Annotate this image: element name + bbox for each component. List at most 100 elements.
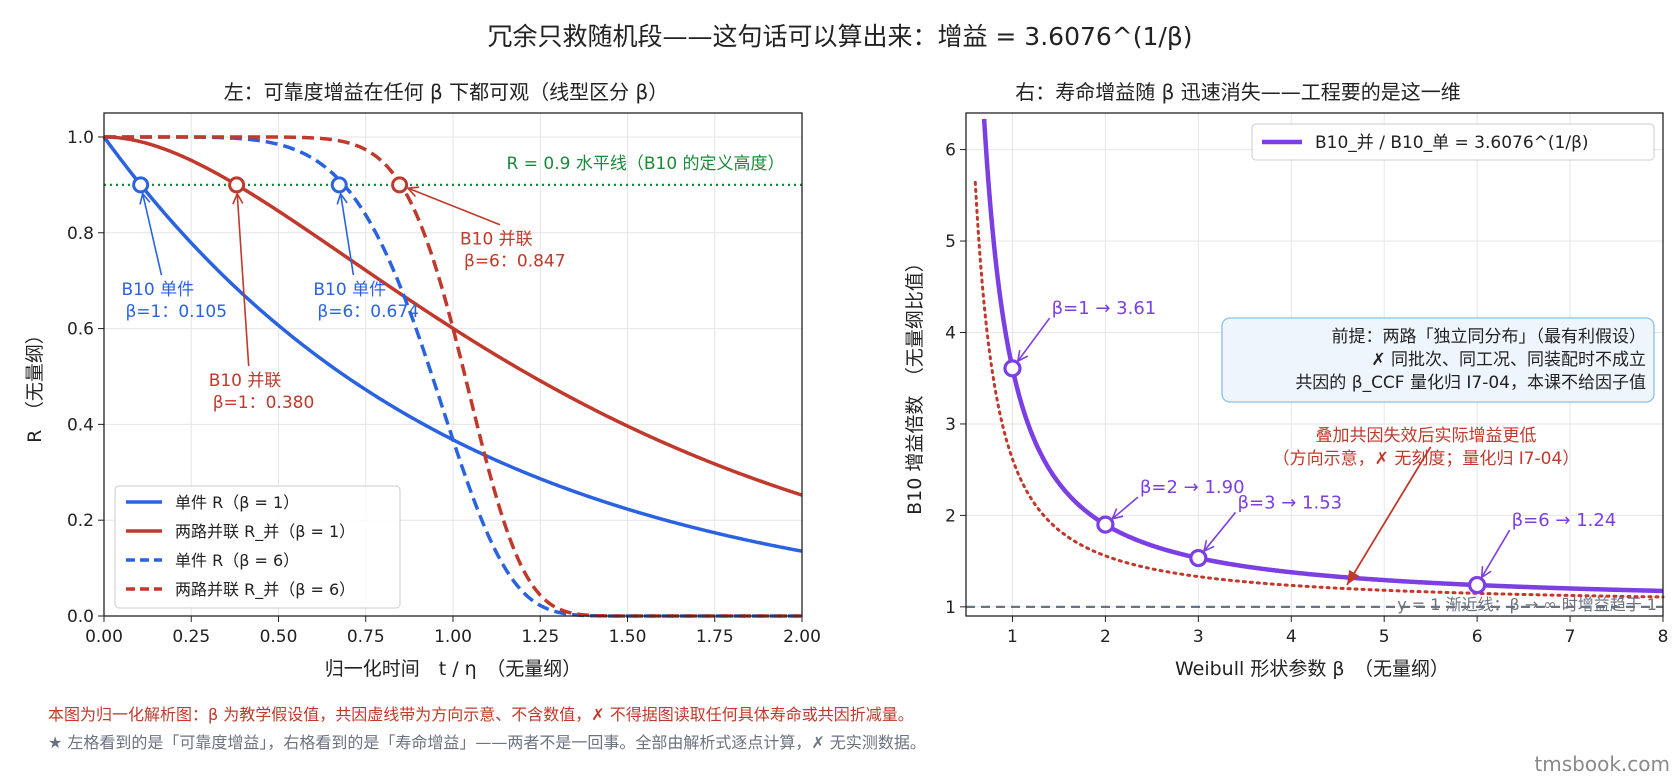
right-legend-frame: [1251, 123, 1655, 161]
left-legend-frame: [114, 485, 401, 609]
b10-marker-arrowhead: [232, 192, 244, 205]
b10-marker-arrow: [141, 193, 163, 276]
legend-label-gain: B10_并 / B10_单 = 3.6076^(1/β): [1315, 133, 1589, 153]
gain-point-beta2: [1096, 515, 1115, 534]
ccf-annotation-arrow: [1346, 446, 1432, 586]
legend-label-parallel-beta6: 两路并联 R_并（β = 6）: [175, 580, 355, 600]
right-y-tick-label: 4: [945, 323, 956, 343]
b10-marker-value: β=6：0.674: [317, 302, 419, 322]
right-y-tick-label: 2: [945, 506, 956, 526]
b10-marker-arrowhead: [406, 186, 420, 198]
legend-label-single-beta1: 单件 R（β = 1）: [175, 493, 299, 512]
gain-point-beta1: [1003, 359, 1022, 378]
right-y-tick-label: 6: [945, 141, 956, 161]
left-y-tick-label: 0.0: [67, 607, 94, 627]
premise-line-3: 共因的 β_CCF 量化归 I7-04，本课不给因子值: [1295, 373, 1646, 393]
left-x-tick-label: 0.25: [172, 627, 210, 647]
right-y-tick-label: 5: [945, 232, 956, 252]
right-x-axis-label: Weibull 形状参数 β （无量纲）: [1175, 658, 1449, 680]
right-y-tick-label: 1: [945, 598, 956, 618]
right-x-ticks: 1 2 3 4 5 6 7 8: [1007, 616, 1668, 647]
gain-point-label: β=1 → 3.61: [1052, 298, 1157, 319]
premise-line-1: 前提：两路「独立同分布」（最有利假设）: [1332, 327, 1647, 347]
left-x-axis-label: 归一化时间 t / η （无量纲）: [325, 658, 581, 680]
left-x-ticks: 0.00 0.25 0.50 0.75 1.00 1.25 1.50 1.75 2.00: [85, 616, 821, 647]
right-annotations: β=1 → 3.61 β=2 → 1.90β=3 → 1.53 β=6 → 1.24: [1003, 298, 1617, 595]
right-x-tick-label: 1: [1007, 627, 1018, 647]
right-x-tick-label: 8: [1658, 627, 1669, 647]
left-panel: 左：可靠度增益在任何 β 下都可观（线型区分 β） R = 0.9 水平线（B1…: [24, 80, 821, 680]
gain-point-label: β=6 → 1.24: [1512, 510, 1617, 531]
asymptote-label: y = 1 渐近线：β → ∞ 时增益趋于 1: [1397, 595, 1657, 614]
b10-marker-label: B10 并联: [460, 230, 533, 250]
b10-marker-label: B10 单件: [121, 280, 194, 300]
footnote-1: 本图为归一化解析图：β 为教学假设值，共因虚线带为方向示意、不含数值，✗ 不得据…: [48, 705, 914, 724]
gain-point-arrow: [1111, 496, 1139, 520]
b10-marker-arrowhead: [336, 191, 348, 205]
left-x-tick-label: 0.00: [85, 627, 123, 647]
b10-marker-label: B10 并联: [209, 371, 282, 391]
b10-marker-point: [330, 176, 348, 194]
premise-box: 前提：两路「独立同分布」（最有利假设） ✗ 同批次、同工况、同装配时不成立 共因…: [1221, 317, 1655, 403]
ccf-annotation-line-2: （方向示意，✗ 无刻度；量化归 I7-04）: [1273, 449, 1580, 469]
left-x-tick-label: 0.75: [347, 627, 385, 647]
left-y-axis-label: R （无量纲）: [24, 325, 46, 443]
b10-marker-value: β=1：0.105: [125, 302, 227, 322]
legend-label-single-beta6: 单件 R（β = 6）: [175, 551, 299, 570]
b10-marker-arrow: [339, 193, 355, 276]
left-y-tick-label: 0.4: [67, 415, 94, 435]
left-legend: 单件 R（β = 1） 两路并联 R_并（β = 1） 单件 R（β = 6） …: [114, 485, 401, 609]
right-x-tick-label: 4: [1286, 627, 1297, 647]
gain-point-arrow: [1203, 511, 1237, 552]
left-y-ticks: 0.0 0.2 0.4 0.6 0.8 1.0: [67, 128, 104, 627]
left-y-tick-label: 0.8: [67, 224, 94, 244]
gain-point-label: β=3 → 1.53: [1238, 492, 1343, 513]
right-y-tick-label: 3: [945, 415, 956, 435]
left-x-tick-label: 2.00: [783, 627, 821, 647]
gain-point-beta6: [1468, 575, 1487, 595]
b10-marker-arrow: [236, 193, 250, 367]
right-x-tick-label: 2: [1100, 627, 1111, 647]
b10-marker-point: [228, 176, 246, 194]
figure-title: 冗余只救随机段——这句话可以算出来：增益 = 3.6076^(1/β): [487, 22, 1192, 51]
left-y-tick-label: 1.0: [67, 128, 94, 148]
left-x-tick-label: 1.00: [434, 627, 472, 647]
b10-marker-arrow: [407, 187, 501, 226]
right-panel: 右：寿命增益随 β 迅速消失——工程要的是这一维 y = 1 渐近线：β → ∞…: [904, 80, 1668, 680]
gain-point-arrow: [1017, 317, 1051, 362]
left-x-tick-label: 0.50: [260, 627, 298, 647]
right-axes-frame: [965, 112, 1664, 617]
left-y-tick-label: 0.2: [67, 511, 94, 531]
right-x-tick-label: 3: [1193, 627, 1204, 647]
left-x-tick-label: 1.50: [609, 627, 647, 647]
ccf-direction-curve: [973, 180, 1665, 599]
right-legend: B10_并 / B10_单 = 3.6076^(1/β): [1251, 123, 1655, 161]
left-panel-title: 左：可靠度增益在任何 β 下都可观（线型区分 β）: [224, 80, 669, 104]
b10-marker-point: [132, 176, 150, 194]
ccf-annotation-line-1: 叠加共因失效后实际增益更低: [1316, 426, 1537, 446]
ccf-annotation-arrowhead: [1347, 569, 1360, 585]
gain-point-arrow: [1481, 529, 1511, 578]
right-x-tick-label: 5: [1379, 627, 1390, 647]
left-series-parallel-beta1: [103, 135, 803, 497]
watermark: tmsbook.com: [1534, 752, 1670, 776]
premise-line-2: ✗ 同批次、同工况、同装配时不成立: [1371, 350, 1646, 370]
b10-marker-label: B10 单件: [313, 280, 386, 300]
b10-marker-arrowhead: [139, 191, 151, 205]
legend-label-parallel-beta1: 两路并联 R_并（β = 1）: [175, 522, 355, 542]
left-x-tick-label: 1.75: [696, 627, 734, 647]
gain-curve: [981, 118, 1664, 594]
left-x-tick-label: 1.25: [521, 627, 559, 647]
gain-point-label: β=2 → 1.90: [1140, 477, 1245, 498]
right-x-tick-label: 6: [1472, 627, 1483, 647]
gain-point-beta3: [1189, 548, 1208, 568]
right-x-tick-label: 7: [1565, 627, 1576, 647]
right-panel-title: 右：寿命增益随 β 迅速消失——工程要的是这一维: [1015, 80, 1460, 104]
right-plot-area: y = 1 渐近线：β → ∞ 时增益趋于 1: [966, 118, 1665, 614]
b10-marker-value: β=6：0.847: [464, 252, 566, 272]
b10-marker-point: [391, 176, 409, 194]
footnote-2: ★ 左格看到的是「可靠度增益」，右格看到的是「寿命增益」——两者不是一回事。全部…: [48, 733, 926, 752]
premise-box-frame: [1221, 317, 1655, 403]
